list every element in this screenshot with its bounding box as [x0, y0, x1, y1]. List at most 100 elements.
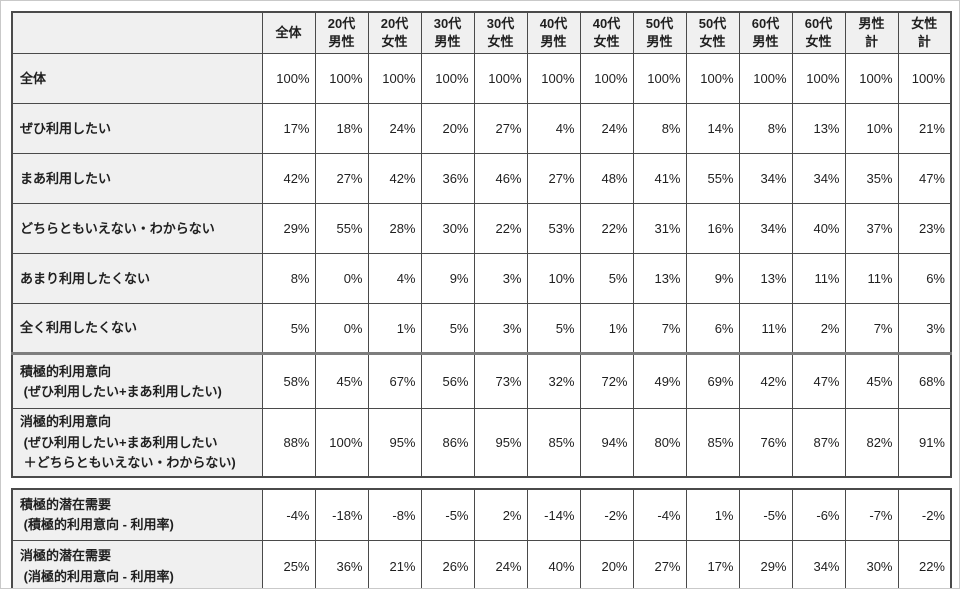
row-label: あまり利用したくない [11, 253, 263, 305]
table-row: 消極的潜在需要 (消極的利用意向 - 利用率) 25% 36% 21% 26% 24% 40… [11, 540, 952, 588]
value-cell: 100% [844, 53, 899, 105]
value-cell: 100% [526, 53, 581, 105]
value-cell: -5% [420, 488, 475, 542]
value-cell: 11% [791, 253, 846, 305]
value-cell: 22% [897, 540, 952, 588]
value-cell: 42% [261, 153, 316, 205]
value-cell: 40% [791, 203, 846, 255]
value-cell: 21% [367, 540, 422, 588]
value-cell: 3% [473, 303, 528, 355]
value-cell: 7% [844, 303, 899, 355]
value-cell: 5% [420, 303, 475, 355]
value-cell: 95% [367, 408, 422, 478]
value-cell: 24% [367, 103, 422, 155]
usage-intention-table: 全体 20代 男性 20代 女性 30代 男性 30代 女性 40代 男性 40代 女性 50… [11, 11, 952, 478]
value-cell: 4% [526, 103, 581, 155]
value-cell: 46% [473, 153, 528, 205]
value-cell: 8% [632, 103, 687, 155]
value-cell: 13% [791, 103, 846, 155]
value-cell: 55% [314, 203, 369, 255]
value-cell: 29% [261, 203, 316, 255]
value-cell: 100% [791, 53, 846, 105]
value-cell: 58% [261, 352, 316, 410]
value-cell: 68% [897, 352, 952, 410]
value-cell: 10% [526, 253, 581, 305]
value-cell: 22% [579, 203, 634, 255]
value-cell: 35% [844, 153, 899, 205]
value-cell: 86% [420, 408, 475, 478]
value-cell: 85% [685, 408, 740, 478]
value-cell: 100% [579, 53, 634, 105]
value-cell: 88% [261, 408, 316, 478]
value-cell: -6% [791, 488, 846, 542]
value-cell: 41% [632, 153, 687, 205]
value-cell: 32% [526, 352, 581, 410]
column-header: 男性 計 [844, 11, 899, 55]
value-cell: 20% [579, 540, 634, 588]
value-cell: 4% [367, 253, 422, 305]
value-cell: 45% [314, 352, 369, 410]
value-cell: 13% [738, 253, 793, 305]
value-cell: 28% [367, 203, 422, 255]
table-row: まあ利用したい 42% 27% 42% 36% 46% 27% 48% 41% 55% 34% 34%… [11, 153, 952, 205]
value-cell: 30% [844, 540, 899, 588]
row-label: 消極的利用意向 (ぜひ利用したい+まあ利用したい ＋どちらともいえない・わからな… [11, 408, 263, 478]
value-cell: 100% [314, 53, 369, 105]
value-cell: 34% [791, 540, 846, 588]
value-cell: 30% [420, 203, 475, 255]
value-cell: 56% [420, 352, 475, 410]
value-cell: 100% [473, 53, 528, 105]
value-cell: 100% [632, 53, 687, 105]
value-cell: 13% [632, 253, 687, 305]
column-header: 60代 女性 [791, 11, 846, 55]
value-cell: -4% [261, 488, 316, 542]
value-cell: 5% [261, 303, 316, 355]
demand-table-body: 積極的潜在需要 (積極的利用意向 - 利用率) -4% -18% -8% -5% 2% -1… [11, 488, 952, 588]
value-cell: 36% [420, 153, 475, 205]
value-cell: 5% [579, 253, 634, 305]
value-cell: 11% [844, 253, 899, 305]
column-header: 40代 女性 [579, 11, 634, 55]
value-cell: 82% [844, 408, 899, 478]
value-cell: 47% [791, 352, 846, 410]
value-cell: 100% [367, 53, 422, 105]
value-cell: 72% [579, 352, 634, 410]
value-cell: 16% [685, 203, 740, 255]
value-cell: 69% [685, 352, 740, 410]
value-cell: 42% [738, 352, 793, 410]
value-cell: 27% [314, 153, 369, 205]
value-cell: 73% [473, 352, 528, 410]
table-row: あまり利用したくない 8% 0% 4% 9% 3% 10% 5% 13% 9% 13% 11% 11% 6… [11, 253, 952, 305]
value-cell: 42% [367, 153, 422, 205]
row-label: 全体 [11, 53, 263, 105]
value-cell: 1% [367, 303, 422, 355]
value-cell: -2% [579, 488, 634, 542]
value-cell: 26% [420, 540, 475, 588]
table-row: 消極的利用意向 (ぜひ利用したい+まあ利用したい ＋どちらともいえない・わからな… [11, 408, 952, 478]
value-cell: 36% [314, 540, 369, 588]
value-cell: 76% [738, 408, 793, 478]
column-header: 30代 女性 [473, 11, 528, 55]
value-cell: -5% [738, 488, 793, 542]
value-cell: 25% [261, 540, 316, 588]
value-cell: -2% [897, 488, 952, 542]
value-cell: 53% [526, 203, 581, 255]
value-cell: 49% [632, 352, 687, 410]
value-cell: 14% [685, 103, 740, 155]
value-cell: 55% [685, 153, 740, 205]
value-cell: 27% [632, 540, 687, 588]
value-cell: 10% [844, 103, 899, 155]
value-cell: 95% [473, 408, 528, 478]
table-row: 積極的利用意向 (ぜひ利用したい+まあ利用したい) 58% 45% 67% 56% 73%… [11, 352, 952, 410]
column-header: 30代 男性 [420, 11, 475, 55]
value-cell: 27% [473, 103, 528, 155]
value-cell: 5% [526, 303, 581, 355]
value-cell: 24% [473, 540, 528, 588]
value-cell: 21% [897, 103, 952, 155]
value-cell: 2% [791, 303, 846, 355]
corner-cell [11, 11, 263, 55]
value-cell: 47% [897, 153, 952, 205]
row-label: 積極的利用意向 (ぜひ利用したい+まあ利用したい) [11, 352, 263, 410]
table-row: 全く利用したくない 5% 0% 1% 5% 3% 5% 1% 7% 6% 11% 2% 7% 3% [11, 303, 952, 355]
table-row: 全体 100% 100% 100% 100% 100% 100% 100% 100% 100% 10… [11, 53, 952, 105]
